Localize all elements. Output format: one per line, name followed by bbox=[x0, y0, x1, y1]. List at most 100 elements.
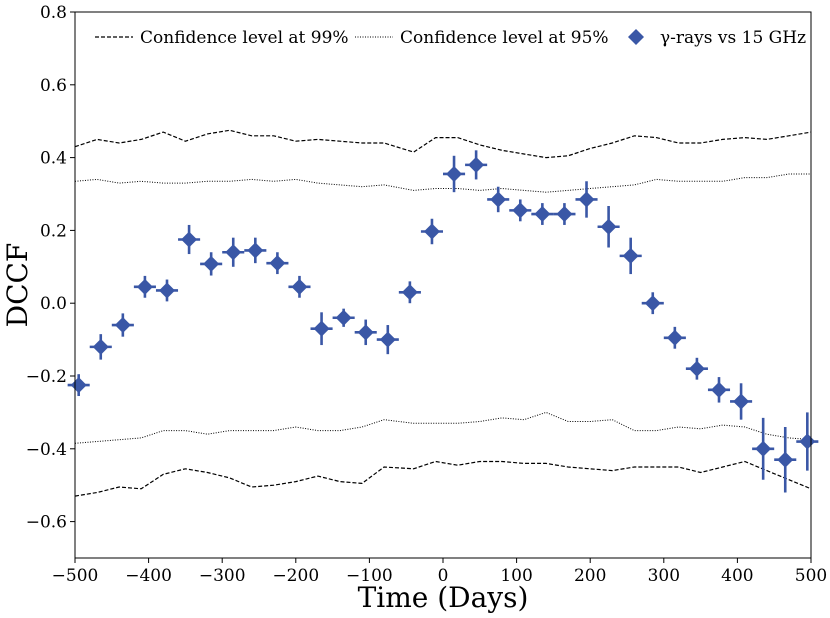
diamond-marker bbox=[600, 218, 617, 235]
diamond-marker bbox=[269, 255, 286, 272]
y-axis-ticks: −0.6 −0.4 −0.2 0.0 0.2 0.4 0.6 0.8 bbox=[26, 3, 75, 533]
x-tick-label: −300 bbox=[199, 566, 246, 586]
diamond-marker bbox=[225, 244, 242, 261]
diamond-marker bbox=[733, 393, 750, 410]
data-point bbox=[465, 150, 488, 180]
x-tick-label: 100 bbox=[500, 566, 532, 586]
diamond-marker bbox=[688, 360, 705, 377]
x-tick-label: −200 bbox=[272, 566, 319, 586]
y-tick-label: −0.6 bbox=[26, 513, 67, 533]
plot-frame bbox=[74, 11, 812, 559]
x-tick-label: −400 bbox=[125, 566, 172, 586]
diamond-marker bbox=[711, 381, 727, 398]
data-point bbox=[354, 319, 377, 346]
curve-confidence-level-at-99-lower bbox=[74, 460, 812, 497]
diamond-marker bbox=[379, 331, 396, 348]
data-point bbox=[531, 203, 554, 225]
legend-diamond-marker bbox=[628, 29, 644, 45]
data-point bbox=[752, 417, 775, 480]
x-tick-label: −100 bbox=[346, 566, 393, 586]
diamond-marker bbox=[181, 231, 198, 248]
data-points bbox=[67, 150, 819, 493]
data-point bbox=[398, 281, 421, 304]
legend-label-gamma: γ-rays vs 15 GHz bbox=[660, 28, 806, 48]
y-tick-label: 0.8 bbox=[40, 3, 67, 23]
data-point bbox=[310, 312, 333, 346]
data-point bbox=[67, 374, 90, 397]
data-point bbox=[155, 279, 179, 302]
diamond-marker bbox=[666, 329, 683, 346]
diamond-marker bbox=[291, 278, 308, 295]
y-axis-title: DCCF bbox=[1, 243, 34, 328]
diamond-marker bbox=[313, 320, 330, 337]
curve-confidence-level-at-95-upper bbox=[74, 173, 811, 193]
data-point bbox=[553, 203, 576, 225]
diamond-marker bbox=[777, 451, 794, 468]
data-point bbox=[597, 206, 620, 248]
diamond-marker bbox=[70, 377, 87, 394]
diamond-marker bbox=[247, 242, 264, 259]
diamond-marker bbox=[203, 255, 220, 272]
diamond-marker bbox=[136, 278, 153, 295]
curve-confidence-level-at-95-lower bbox=[74, 411, 812, 444]
diamond-marker bbox=[755, 440, 772, 457]
diamond-marker bbox=[799, 433, 816, 450]
x-tick-label: 200 bbox=[574, 566, 606, 586]
y-tick-label: 0.6 bbox=[40, 76, 67, 96]
y-tick-label: −0.4 bbox=[26, 440, 67, 460]
curve-confidence-level-at-99-upper bbox=[74, 129, 812, 159]
data-point bbox=[376, 325, 399, 355]
data-point bbox=[575, 181, 598, 218]
data-point bbox=[619, 237, 642, 275]
data-point bbox=[288, 275, 311, 298]
x-axis-title: Time (Days) bbox=[358, 581, 529, 614]
legend-label-99: Confidence level at 99% bbox=[140, 28, 349, 48]
data-point bbox=[774, 426, 797, 493]
diamond-marker bbox=[490, 191, 507, 208]
data-point bbox=[178, 224, 201, 255]
diamond-marker bbox=[159, 282, 175, 299]
diamond-marker bbox=[357, 324, 374, 341]
x-tick-label: −500 bbox=[52, 566, 99, 586]
diamond-marker bbox=[423, 223, 440, 240]
data-point bbox=[487, 186, 510, 213]
y-tick-label: 0.4 bbox=[40, 149, 67, 169]
data-point bbox=[707, 377, 731, 403]
confidence-curves bbox=[74, 129, 812, 497]
x-tick-label: 0 bbox=[438, 566, 449, 586]
diamond-marker bbox=[556, 206, 573, 223]
x-tick-label: 400 bbox=[721, 566, 753, 586]
diamond-marker bbox=[644, 295, 661, 312]
legend-label-95: Confidence level at 95% bbox=[400, 28, 609, 48]
diamond-marker bbox=[335, 309, 352, 326]
diamond-marker bbox=[92, 338, 109, 355]
data-point bbox=[420, 218, 443, 245]
diamond-marker bbox=[446, 165, 463, 182]
data-point bbox=[332, 308, 355, 327]
data-point bbox=[730, 383, 753, 420]
diamond-marker bbox=[401, 284, 418, 301]
y-tick-label: 0.0 bbox=[40, 294, 67, 314]
diamond-marker bbox=[114, 317, 131, 334]
diamond-marker bbox=[622, 247, 639, 264]
diamond-marker bbox=[468, 156, 485, 173]
data-point bbox=[509, 199, 532, 222]
data-point bbox=[641, 292, 664, 315]
data-point bbox=[443, 155, 466, 193]
data-point bbox=[685, 357, 708, 380]
data-point bbox=[222, 237, 245, 267]
data-point bbox=[89, 334, 112, 360]
x-axis-ticks: −500 −400 −300 −200 −100 0 100 200 300 400 500 bbox=[52, 558, 827, 586]
data-point bbox=[133, 275, 156, 298]
y-tick-label: −0.2 bbox=[26, 367, 67, 387]
data-point bbox=[266, 252, 289, 275]
x-tick-label: 300 bbox=[648, 566, 680, 586]
x-tick-label: 500 bbox=[795, 566, 827, 586]
diamond-marker bbox=[578, 191, 595, 208]
data-point bbox=[111, 313, 134, 337]
data-point bbox=[244, 237, 267, 264]
diamond-marker bbox=[512, 202, 529, 219]
data-point bbox=[796, 412, 819, 471]
diamond-marker bbox=[534, 206, 551, 223]
